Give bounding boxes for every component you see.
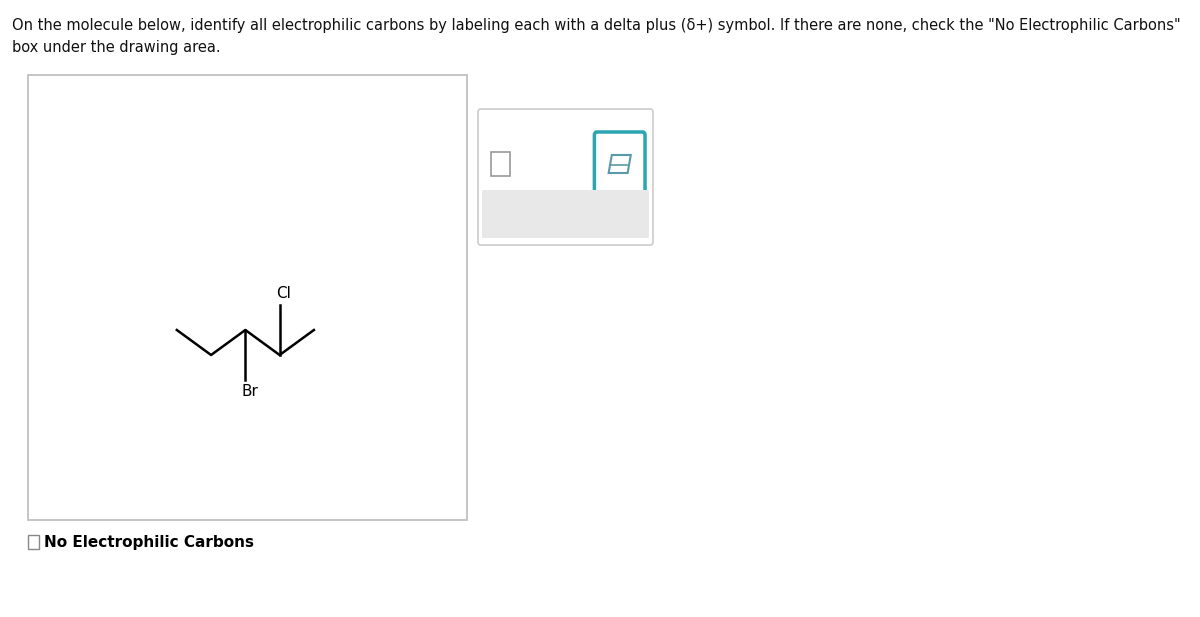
FancyBboxPatch shape — [594, 132, 646, 196]
Text: On the molecule below, identify all electrophilic carbons by labeling each with : On the molecule below, identify all elec… — [12, 18, 1181, 33]
Bar — [28, 75, 467, 520]
Text: Cl: Cl — [276, 286, 292, 301]
Text: No Electrophilic Carbons: No Electrophilic Carbons — [43, 534, 253, 550]
FancyBboxPatch shape — [478, 109, 653, 245]
Text: δ+: δ+ — [512, 148, 532, 162]
Bar — [492, 152, 510, 176]
Bar — [28, 535, 38, 549]
Text: box under the drawing area.: box under the drawing area. — [12, 40, 221, 55]
Text: ↺: ↺ — [566, 204, 584, 224]
FancyBboxPatch shape — [482, 190, 649, 238]
Text: ×: × — [511, 204, 529, 224]
Text: ↻: ↻ — [618, 204, 636, 224]
Text: Br: Br — [241, 384, 258, 399]
Polygon shape — [608, 155, 631, 173]
